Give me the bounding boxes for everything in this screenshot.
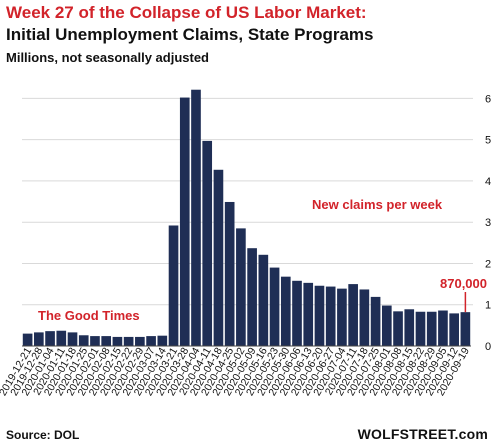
y-tick-label: 2 bbox=[485, 258, 491, 270]
bar bbox=[191, 89, 201, 346]
bar bbox=[269, 267, 280, 346]
y-tick-label: 0 bbox=[485, 341, 491, 353]
bar bbox=[449, 313, 459, 346]
bar bbox=[280, 276, 291, 346]
bar bbox=[370, 296, 381, 346]
bar bbox=[258, 254, 269, 346]
bar bbox=[415, 311, 426, 346]
chart-title-2: Initial Unemployment Claims, State Progr… bbox=[6, 25, 374, 44]
bar bbox=[438, 310, 448, 346]
bar bbox=[393, 311, 403, 346]
chart-subtitle: Millions, not seasonally adjusted bbox=[6, 50, 209, 65]
bar bbox=[404, 309, 415, 346]
bar bbox=[168, 225, 179, 346]
y-tick-label: 4 bbox=[485, 176, 491, 188]
bar bbox=[426, 311, 437, 346]
bar bbox=[123, 336, 134, 346]
annotation-last-value: 870,000 bbox=[440, 276, 487, 291]
bar bbox=[90, 336, 100, 346]
y-tick-label: 1 bbox=[485, 300, 491, 312]
bar bbox=[292, 280, 302, 346]
bar bbox=[314, 285, 325, 346]
bar bbox=[56, 330, 67, 346]
bar bbox=[34, 332, 44, 346]
brand-label: WOLFSTREET.com bbox=[357, 426, 488, 442]
bar bbox=[337, 288, 347, 346]
bar bbox=[135, 336, 145, 346]
bar bbox=[22, 333, 33, 346]
annotation-new-claims: New claims per week bbox=[312, 197, 443, 212]
bar bbox=[112, 336, 123, 346]
bar bbox=[224, 201, 235, 346]
bar bbox=[78, 335, 89, 346]
bar bbox=[247, 248, 257, 346]
chart-title: Week 27 of the Collapse of US Labor Mark… bbox=[6, 3, 367, 22]
source-label: Source: DOL bbox=[6, 428, 80, 442]
bar bbox=[359, 289, 370, 346]
bar bbox=[45, 331, 55, 346]
bar bbox=[236, 228, 246, 346]
bar bbox=[381, 305, 392, 346]
bar bbox=[202, 140, 213, 346]
bar bbox=[460, 312, 471, 346]
bar bbox=[67, 332, 78, 346]
bar bbox=[157, 335, 168, 346]
y-tick-label: 6 bbox=[485, 93, 491, 105]
y-tick-label: 5 bbox=[485, 135, 491, 147]
bar bbox=[325, 286, 336, 346]
bar bbox=[179, 97, 190, 346]
annotation-good-times: The Good Times bbox=[38, 308, 140, 323]
bar bbox=[303, 282, 314, 346]
y-tick-label: 3 bbox=[485, 217, 491, 229]
bar bbox=[101, 336, 112, 346]
bar bbox=[213, 169, 224, 346]
bar bbox=[146, 336, 156, 346]
bar bbox=[348, 284, 358, 346]
